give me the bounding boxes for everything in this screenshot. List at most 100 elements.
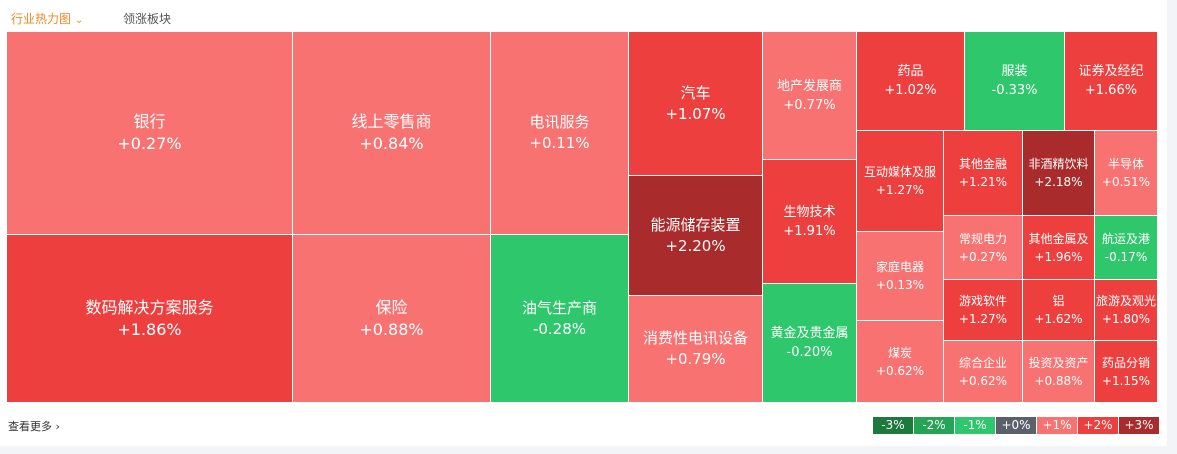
treemap-tile[interactable]: 地产发展商 +0.77% bbox=[763, 32, 857, 160]
tile-change: +2.20% bbox=[665, 236, 726, 255]
tile-name: 航运及港 bbox=[1101, 231, 1150, 246]
tile-name: 家庭电器 bbox=[875, 260, 924, 274]
tile-name: 铝 bbox=[1052, 294, 1065, 308]
tile-change: +0.62% bbox=[875, 363, 925, 378]
tile-change: +0.88% bbox=[1034, 373, 1083, 388]
side-gutter bbox=[1167, 0, 1177, 446]
tile-change: +1.27% bbox=[958, 312, 1008, 326]
tile-change: -0.28% bbox=[532, 319, 587, 338]
tile-name: 互动媒体及服 bbox=[863, 165, 936, 179]
tile-change: +1.86% bbox=[117, 319, 182, 339]
treemap-tile[interactable]: 半导体 +0.51% bbox=[1095, 131, 1158, 216]
treemap-tile[interactable]: 保险 +0.88% bbox=[293, 235, 491, 403]
treemap-tile[interactable]: 银行 +0.27% bbox=[7, 32, 293, 235]
tile-change: +1.27% bbox=[875, 183, 925, 197]
treemap-tile[interactable]: 其他金属及 +1.96% bbox=[1023, 216, 1095, 280]
treemap-tile[interactable]: 家庭电器 +0.13% bbox=[857, 232, 944, 321]
tile-name: 汽车 bbox=[680, 83, 711, 102]
tile-change: +0.11% bbox=[529, 134, 590, 152]
tile-change: +2.18% bbox=[1034, 175, 1083, 189]
tile-name: 药品 bbox=[897, 64, 924, 79]
treemap-tile[interactable]: 服装 -0.33% bbox=[965, 32, 1065, 131]
treemap-tile[interactable]: 综合企业 +0.62% bbox=[944, 341, 1023, 403]
tile-name: 保险 bbox=[375, 297, 408, 317]
tile-name: 线上零售商 bbox=[351, 112, 432, 131]
treemap-tile[interactable]: 证券及经纪 +1.66% bbox=[1065, 32, 1158, 131]
treemap-tile[interactable]: 游戏软件 +1.27% bbox=[944, 280, 1023, 341]
tile-name: 其他金融 bbox=[958, 157, 1007, 171]
tile-change: +1.80% bbox=[1101, 312, 1151, 326]
view-more-label: 查看更多 bbox=[8, 420, 52, 433]
tile-change: +0.51% bbox=[1101, 175, 1151, 189]
tile-name: 油气生产商 bbox=[521, 298, 597, 317]
legend-item: +3% bbox=[1119, 417, 1159, 434]
view-more[interactable]: 查看更多 › bbox=[8, 420, 60, 433]
tile-name: 银行 bbox=[133, 112, 166, 131]
tab-active[interactable]: 行业热力图 ⌄ bbox=[11, 10, 83, 27]
tile-change: +1.96% bbox=[1034, 249, 1083, 264]
tile-name: 地产发展商 bbox=[776, 78, 842, 94]
legend-item: +1% bbox=[1037, 417, 1077, 434]
tile-change: +1.62% bbox=[1034, 312, 1083, 326]
tile-change: +0.27% bbox=[117, 134, 182, 153]
treemap-tile[interactable]: 消费性电讯设备 +0.79% bbox=[629, 296, 763, 403]
treemap-tile[interactable]: 油气生产商 -0.28% bbox=[491, 235, 629, 403]
tile-change: +1.91% bbox=[783, 223, 836, 239]
treemap-tile[interactable]: 能源储存装置 +2.20% bbox=[629, 176, 763, 296]
tile-name: 其他金属及 bbox=[1028, 231, 1089, 246]
treemap-tile[interactable]: 常规电力 +0.27% bbox=[944, 216, 1023, 280]
tile-change: -0.33% bbox=[991, 83, 1038, 98]
treemap-tile[interactable]: 黄金及贵金属 -0.20% bbox=[763, 284, 857, 403]
tile-change: +0.62% bbox=[958, 373, 1008, 388]
tab[interactable]: 领涨板块 bbox=[123, 12, 172, 26]
tile-name: 游戏软件 bbox=[958, 294, 1007, 308]
tile-name: 证券及经纪 bbox=[1078, 64, 1144, 79]
tile-name: 能源储存装置 bbox=[650, 215, 741, 234]
treemap-tile[interactable]: 投资及资产 +0.88% bbox=[1023, 341, 1095, 403]
treemap-tile[interactable]: 数码解决方案服务 +1.86% bbox=[7, 235, 293, 403]
tile-change: +1.21% bbox=[958, 175, 1008, 189]
tile-change: +0.79% bbox=[665, 350, 726, 368]
tile-name: 煤炭 bbox=[887, 345, 912, 360]
tile-change: +0.88% bbox=[359, 319, 424, 339]
chevron: ⌄ bbox=[74, 15, 84, 26]
treemap-tile[interactable]: 互动媒体及服 +1.27% bbox=[857, 131, 944, 232]
tile-name: 旅游及观光 bbox=[1095, 294, 1156, 308]
tile-name: 生物技术 bbox=[783, 204, 836, 220]
tile-change: -0.20% bbox=[786, 345, 833, 360]
legend-item: -2% bbox=[914, 417, 954, 434]
tile-change: +0.77% bbox=[783, 97, 836, 113]
legend-item: +0% bbox=[996, 417, 1036, 434]
tile-change: +1.66% bbox=[1084, 83, 1138, 98]
tile-change: +0.13% bbox=[875, 278, 925, 292]
treemap-tile[interactable]: 其他金融 +1.21% bbox=[944, 131, 1023, 216]
tile-name: 电讯服务 bbox=[529, 113, 590, 131]
treemap-tile[interactable]: 航运及港 -0.17% bbox=[1095, 216, 1158, 280]
tile-name: 非酒精饮料 bbox=[1028, 157, 1089, 171]
treemap-tile[interactable]: 非酒精饮料 +2.18% bbox=[1023, 131, 1095, 216]
tile-change: +1.15% bbox=[1101, 373, 1151, 388]
tile-name: 半导体 bbox=[1107, 157, 1144, 171]
tab-label: 行业热力图 bbox=[11, 12, 72, 26]
tile-change: -0.17% bbox=[1104, 249, 1148, 264]
treemap-tile[interactable]: 药品分销 +1.15% bbox=[1095, 341, 1158, 403]
treemap-tile[interactable]: 药品 +1.02% bbox=[857, 32, 965, 131]
legend-item: -1% bbox=[955, 417, 995, 434]
treemap-tile[interactable]: 电讯服务 +0.11% bbox=[491, 32, 629, 235]
tile-change: +0.84% bbox=[359, 134, 424, 153]
treemap-tile[interactable]: 铝 +1.62% bbox=[1023, 280, 1095, 341]
tile-name: 综合企业 bbox=[958, 355, 1007, 370]
legend-item: +2% bbox=[1078, 417, 1118, 434]
tile-name: 消费性电讯设备 bbox=[642, 329, 748, 347]
legend-item: -3% bbox=[873, 417, 913, 434]
treemap-tile[interactable]: 旅游及观光 +1.80% bbox=[1095, 280, 1158, 341]
treemap-tile[interactable]: 线上零售商 +0.84% bbox=[293, 32, 491, 235]
treemap-tile[interactable]: 生物技术 +1.91% bbox=[763, 160, 857, 284]
tile-change: +1.07% bbox=[665, 104, 726, 123]
tile-change: +1.02% bbox=[884, 83, 937, 98]
treemap-tile[interactable]: 汽车 +1.07% bbox=[629, 32, 763, 176]
tile-name: 药品分销 bbox=[1101, 355, 1150, 370]
tile-name: 常规电力 bbox=[958, 231, 1007, 246]
treemap-tile[interactable]: 煤炭 +0.62% bbox=[857, 321, 944, 403]
